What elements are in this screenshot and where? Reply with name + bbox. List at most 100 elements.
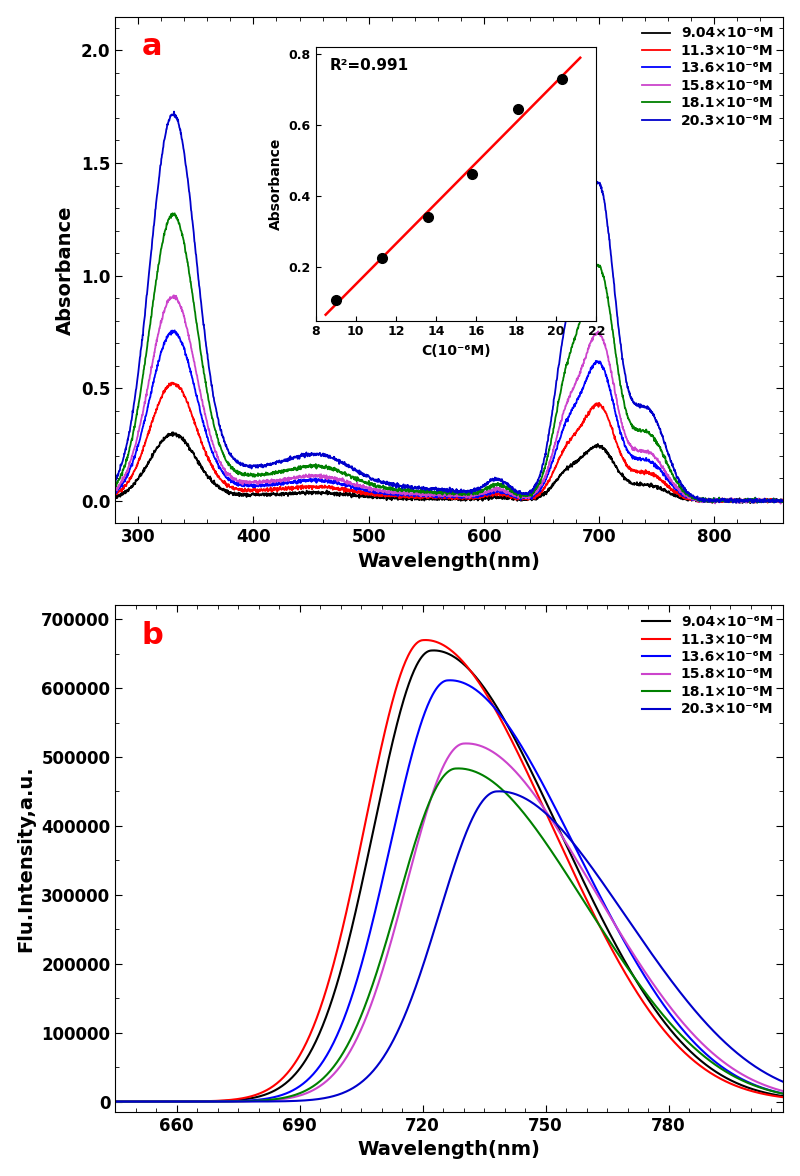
13.6×10⁻⁶M	[637, 452, 646, 466]
15.8×10⁻⁶M	[145, 373, 154, 387]
13.6×10⁻⁶M	[786, 1088, 796, 1102]
20.3×10⁻⁶M	[624, 914, 634, 928]
9.04×10⁻⁶M	[760, 493, 770, 507]
18.1×10⁻⁶M	[637, 423, 646, 437]
Line: 18.1×10⁻⁶M: 18.1×10⁻⁶M	[115, 213, 783, 502]
15.8×10⁻⁶M	[778, 495, 788, 509]
Text: a: a	[142, 32, 162, 61]
13.6×10⁻⁶M	[418, 488, 427, 502]
13.6×10⁻⁶M	[760, 493, 770, 507]
20.3×10⁻⁶M	[504, 786, 514, 800]
20.3×10⁻⁶M	[759, 494, 769, 508]
11.3×10⁻⁶M	[760, 494, 770, 508]
18.1×10⁻⁶M	[145, 323, 154, 338]
20.3×10⁻⁶M	[110, 1095, 120, 1109]
15.8×10⁻⁶M	[418, 488, 427, 502]
11.3×10⁻⁶M	[637, 465, 646, 479]
15.8×10⁻⁶M	[110, 482, 120, 496]
18.1×10⁻⁶M	[778, 495, 788, 509]
20.3×10⁻⁶M	[418, 482, 427, 496]
Line: 20.3×10⁻⁶M: 20.3×10⁻⁶M	[115, 112, 783, 502]
9.04×10⁻⁶M	[418, 492, 427, 506]
18.1×10⁻⁶M	[418, 485, 427, 499]
18.1×10⁻⁶M	[522, 809, 531, 823]
9.04×10⁻⁶M	[436, 492, 446, 506]
11.3×10⁻⁶M	[786, 1091, 796, 1105]
X-axis label: Wavelength(nm): Wavelength(nm)	[358, 552, 541, 570]
Line: 9.04×10⁻⁶M: 9.04×10⁻⁶M	[115, 433, 783, 503]
20.3×10⁻⁶M	[760, 492, 770, 506]
13.6×10⁻⁶M	[446, 673, 455, 687]
15.8×10⁻⁶M	[624, 940, 634, 954]
9.04×10⁻⁶M	[778, 494, 788, 508]
9.04×10⁻⁶M	[624, 962, 634, 976]
11.3×10⁻⁶M	[694, 1057, 703, 1071]
Y-axis label: Absorbance: Absorbance	[56, 205, 75, 335]
13.6×10⁻⁶M	[694, 1040, 703, 1054]
18.1×10⁻⁶M	[760, 493, 770, 507]
13.6×10⁻⁶M	[436, 488, 446, 502]
9.04×10⁻⁶M	[637, 476, 646, 490]
20.3×10⁻⁶M	[778, 494, 788, 508]
9.04×10⁻⁶M	[786, 1090, 796, 1104]
20.3×10⁻⁶M	[522, 793, 531, 807]
11.3×10⁻⁶M	[522, 764, 531, 779]
Line: 15.8×10⁻⁶M: 15.8×10⁻⁶M	[115, 295, 783, 503]
Legend: 9.04×10⁻⁶M, 11.3×10⁻⁶M, 13.6×10⁻⁶M, 15.8×10⁻⁶M, 18.1×10⁻⁶M, 20.3×10⁻⁶M: 9.04×10⁻⁶M, 11.3×10⁻⁶M, 13.6×10⁻⁶M, 15.8…	[639, 613, 776, 720]
18.1×10⁻⁶M	[168, 206, 178, 220]
9.04×10⁻⁶M	[429, 643, 438, 657]
Y-axis label: Flu.Intensity,a.u.: Flu.Intensity,a.u.	[17, 766, 36, 951]
15.8×10⁻⁶M	[786, 1087, 796, 1101]
20.3×10⁻⁶M	[747, 495, 757, 509]
15.8×10⁻⁶M	[110, 1095, 120, 1109]
Line: 20.3×10⁻⁶M: 20.3×10⁻⁶M	[115, 791, 791, 1102]
Line: 13.6×10⁻⁶M: 13.6×10⁻⁶M	[115, 680, 791, 1102]
Line: 13.6×10⁻⁶M: 13.6×10⁻⁶M	[115, 330, 783, 502]
11.3×10⁻⁶M	[707, 496, 717, 510]
18.1×10⁻⁶M	[110, 1095, 120, 1109]
11.3×10⁻⁶M	[624, 973, 634, 987]
Legend: 9.04×10⁻⁶M, 11.3×10⁻⁶M, 13.6×10⁻⁶M, 15.8×10⁻⁶M, 18.1×10⁻⁶M, 20.3×10⁻⁶M: 9.04×10⁻⁶M, 11.3×10⁻⁶M, 13.6×10⁻⁶M, 15.8…	[639, 24, 776, 131]
9.04×10⁻⁶M	[110, 490, 120, 505]
18.1×10⁻⁶M	[624, 963, 634, 977]
X-axis label: Wavelength(nm): Wavelength(nm)	[358, 1141, 541, 1160]
Text: b: b	[142, 621, 164, 649]
Line: 15.8×10⁻⁶M: 15.8×10⁻⁶M	[115, 743, 791, 1102]
13.6×10⁻⁶M	[145, 393, 154, 407]
13.6×10⁻⁶M	[759, 494, 769, 508]
11.3×10⁻⁶M	[542, 808, 552, 822]
13.6×10⁻⁶M	[542, 784, 552, 799]
Line: 9.04×10⁻⁶M: 9.04×10⁻⁶M	[115, 650, 791, 1102]
11.3×10⁻⁶M	[759, 493, 769, 507]
18.1×10⁻⁶M	[759, 494, 769, 508]
20.3×10⁻⁶M	[694, 1008, 703, 1022]
11.3×10⁻⁶M	[145, 425, 154, 439]
9.04×10⁻⁶M	[746, 496, 755, 510]
15.8×10⁻⁶M	[170, 288, 179, 302]
20.3×10⁻⁶M	[786, 1078, 796, 1093]
11.3×10⁻⁶M	[110, 1095, 120, 1109]
11.3×10⁻⁶M	[168, 375, 178, 389]
20.3×10⁻⁶M	[152, 1095, 162, 1109]
15.8×10⁻⁶M	[504, 757, 514, 771]
15.8×10⁻⁶M	[759, 494, 769, 508]
15.8×10⁻⁶M	[436, 488, 446, 502]
20.3×10⁻⁶M	[110, 475, 120, 489]
15.8×10⁻⁶M	[462, 736, 471, 750]
13.6×10⁻⁶M	[778, 495, 788, 509]
13.6×10⁻⁶M	[110, 485, 120, 499]
18.1×10⁻⁶M	[152, 1095, 162, 1109]
18.1×10⁻⁶M	[454, 761, 463, 775]
11.3×10⁻⁶M	[778, 495, 788, 509]
13.6×10⁻⁶M	[152, 1095, 162, 1109]
9.04×10⁻⁶M	[168, 426, 178, 440]
18.1×10⁻⁶M	[786, 1088, 796, 1102]
18.1×10⁻⁶M	[753, 495, 762, 509]
15.8×10⁻⁶M	[152, 1095, 162, 1109]
15.8×10⁻⁶M	[542, 806, 552, 820]
11.3×10⁻⁶M	[110, 486, 120, 500]
13.6×10⁻⁶M	[624, 943, 634, 957]
15.8×10⁻⁶M	[522, 777, 531, 791]
9.04×10⁻⁶M	[694, 1051, 703, 1065]
18.1×10⁻⁶M	[436, 485, 446, 499]
